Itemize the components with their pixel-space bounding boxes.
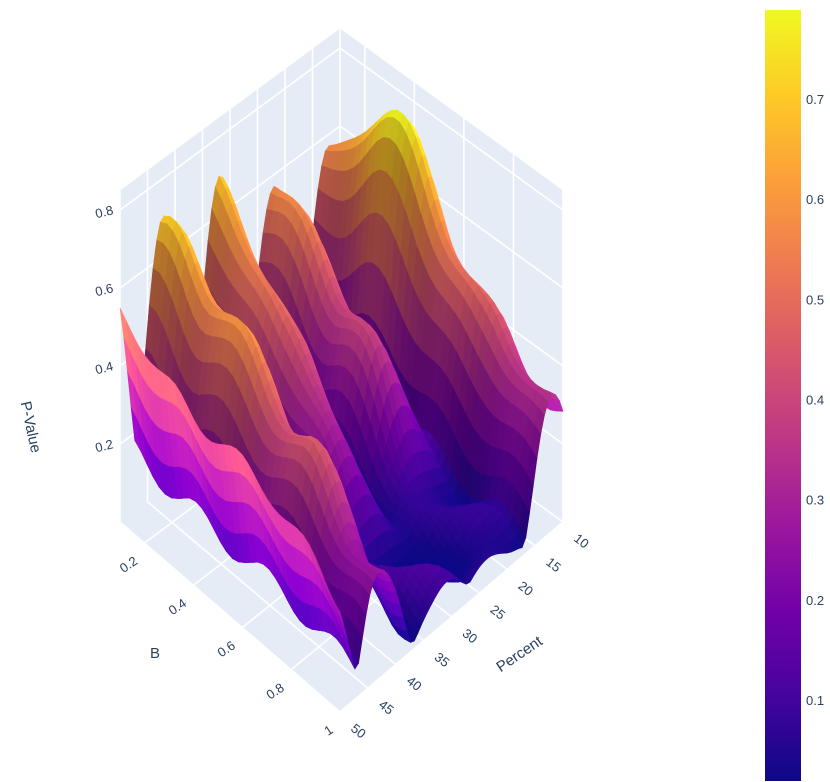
percent-tick-label: 45 bbox=[376, 697, 397, 718]
tick-labels: 10 15 20 25 30 35 40 45 50 0.2 0.4 0.6 0.8 1 0.2 0.4 0.6… bbox=[94, 202, 592, 741]
colorbar-ticks: 0.1 0.2 0.3 0.4 0.5 0.6 0.7 bbox=[806, 92, 824, 708]
colorbar-tick-label: 0.3 bbox=[806, 493, 824, 508]
grid-line-p-left bbox=[119, 47, 341, 211]
percent-tick-label: 25 bbox=[488, 602, 509, 623]
b-tick-label: 0.8 bbox=[263, 680, 286, 703]
b-tick-label: 0.6 bbox=[215, 638, 238, 661]
percent-tick-label: 10 bbox=[571, 531, 592, 552]
colorbar-tick-label: 0.4 bbox=[806, 393, 824, 408]
scene-3d[interactable]: 10 15 20 25 30 35 40 45 50 0.2 0.4 0.6 0.8 1 0.2 0.4 0.6… bbox=[17, 28, 592, 742]
p-tick-label: 0.4 bbox=[94, 358, 115, 377]
p-tick-label: 0.2 bbox=[94, 436, 115, 455]
grid-line-percent-floor bbox=[119, 521, 341, 713]
b-tick-label: 1 bbox=[321, 722, 335, 738]
grid-line-percent-floor bbox=[146, 501, 369, 689]
colorbar-tick-label: 0.5 bbox=[806, 292, 824, 307]
colorbar-tick-label: 0.1 bbox=[806, 693, 824, 708]
percent-tick-label: 15 bbox=[543, 554, 564, 575]
percent-tick-label: 20 bbox=[515, 578, 536, 599]
percent-tick-label: 40 bbox=[404, 673, 425, 694]
colorbar-tick-label: 0.7 bbox=[806, 92, 824, 107]
b-tick-label: 0.2 bbox=[117, 553, 140, 576]
colorbar-tick-label: 0.6 bbox=[806, 192, 824, 207]
surface-patch bbox=[333, 601, 344, 625]
surface-mesh[interactable] bbox=[119, 109, 564, 670]
colorbar-gradient bbox=[765, 10, 801, 781]
x-axis-title: Percent bbox=[493, 632, 546, 675]
percent-tick-label: 35 bbox=[432, 649, 453, 670]
p-tick-label: 0.6 bbox=[94, 280, 115, 299]
y-axis-title: B bbox=[150, 645, 160, 662]
b-tick-label: 0.4 bbox=[166, 595, 189, 618]
p-tick-label: 0.8 bbox=[94, 202, 115, 221]
grid-line-p-right bbox=[339, 47, 564, 211]
colorbar: 0.1 0.2 0.3 0.4 0.5 0.6 0.7 bbox=[765, 10, 824, 781]
percent-tick-label: 30 bbox=[460, 626, 481, 647]
grid-line-b-floor bbox=[339, 521, 564, 713]
percent-tick-label: 50 bbox=[348, 721, 369, 742]
colorbar-tick-label: 0.2 bbox=[806, 593, 824, 608]
z-axis-title: P-Value bbox=[17, 400, 44, 455]
